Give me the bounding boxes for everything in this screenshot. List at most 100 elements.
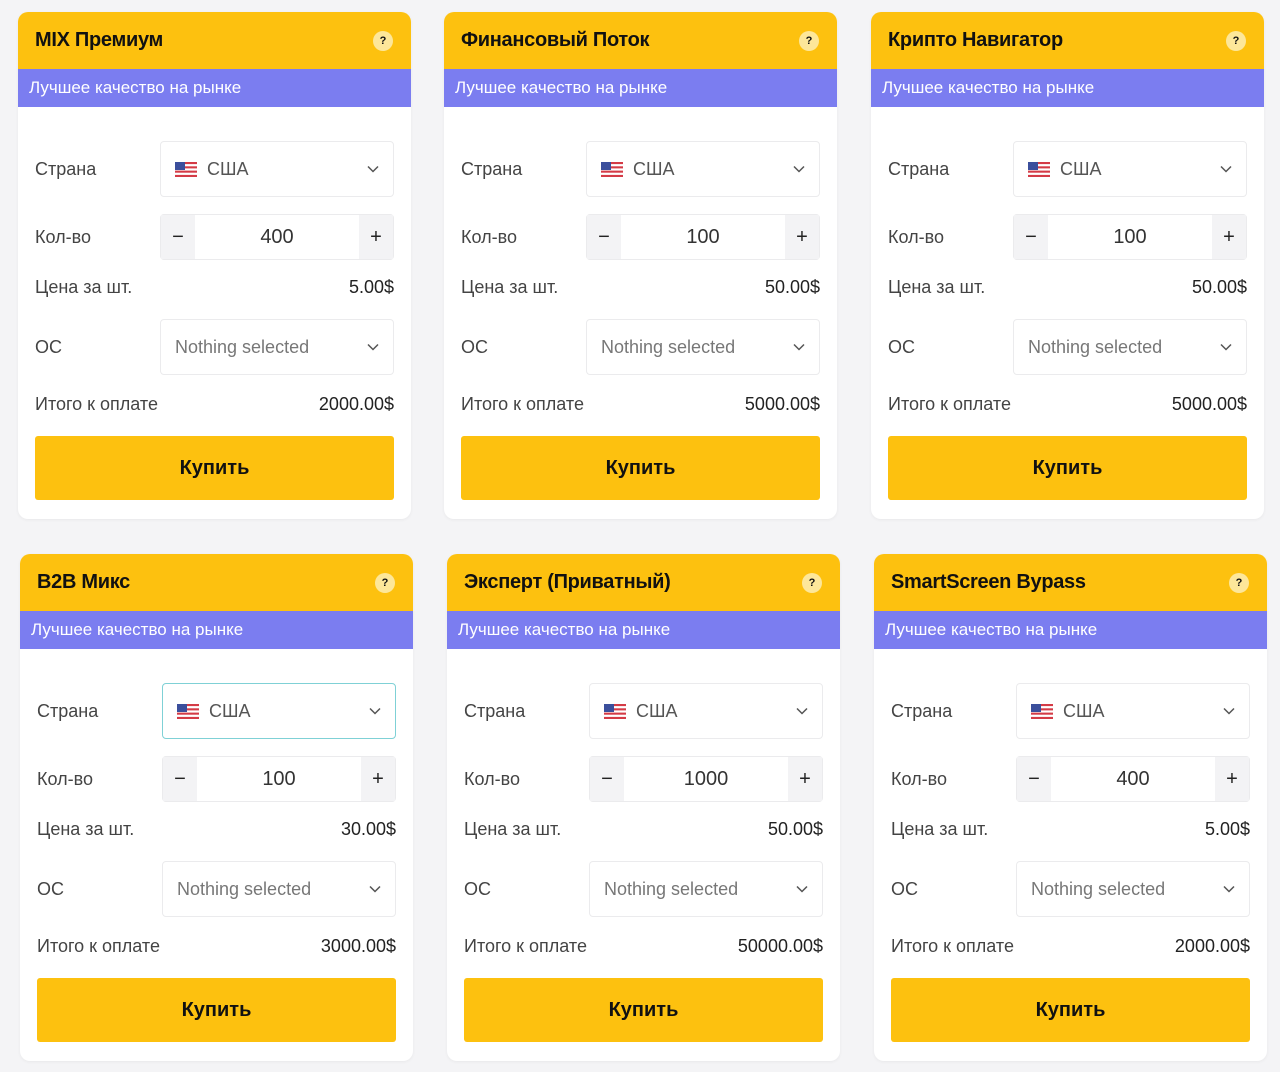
card-title: Финансовый Поток bbox=[461, 29, 650, 51]
decrement-button[interactable]: − bbox=[161, 215, 195, 259]
buy-button[interactable]: Купить bbox=[464, 978, 823, 1042]
chevron-down-icon bbox=[367, 343, 379, 351]
unit-price-value: 5.00$ bbox=[1204, 819, 1250, 839]
buy-button[interactable]: Купить bbox=[891, 978, 1250, 1042]
card-subtitle: Лучшее качество на рынке bbox=[874, 611, 1267, 649]
card-header: Крипто Навигатор ? bbox=[871, 12, 1264, 69]
total-row: Итого к оплате 2000.00$ bbox=[891, 936, 1250, 957]
us-flag-icon bbox=[175, 161, 197, 177]
os-select[interactable]: Nothing selected bbox=[589, 861, 823, 917]
unit-price-value: 50.00$ bbox=[1191, 277, 1247, 297]
us-flag-icon bbox=[1031, 703, 1053, 719]
quantity-row: Кол-во − 400 + bbox=[35, 214, 394, 260]
country-select[interactable]: США bbox=[1016, 683, 1250, 739]
us-flag-icon bbox=[604, 703, 626, 719]
increment-button[interactable]: + bbox=[1212, 215, 1246, 259]
country-label: Страна bbox=[891, 700, 953, 721]
total-row: Итого к оплате 50000.00$ bbox=[464, 936, 823, 957]
increment-button[interactable]: + bbox=[788, 757, 822, 801]
country-select[interactable]: США bbox=[589, 683, 823, 739]
os-select[interactable]: Nothing selected bbox=[162, 861, 396, 917]
increment-button[interactable]: + bbox=[785, 215, 819, 259]
os-value: Nothing selected bbox=[1031, 878, 1166, 899]
total-value: 50000.00$ bbox=[737, 936, 823, 956]
country-label: Страна bbox=[888, 158, 950, 179]
quantity-row: Кол-во − 100 + bbox=[461, 214, 820, 260]
quantity-input[interactable]: 100 bbox=[262, 767, 296, 790]
quantity-label: Кол-во bbox=[35, 226, 91, 247]
us-flag-icon bbox=[1028, 161, 1050, 177]
quantity-stepper: − 1000 + bbox=[589, 756, 823, 802]
country-select[interactable]: США bbox=[162, 683, 396, 739]
os-select[interactable]: Nothing selected bbox=[586, 319, 820, 375]
os-value: Nothing selected bbox=[175, 336, 310, 357]
country-select[interactable]: США bbox=[160, 141, 394, 197]
country-row: Страна США bbox=[37, 683, 396, 739]
quantity-input[interactable]: 100 bbox=[686, 225, 720, 248]
card-header: SmartScreen Bypass ? bbox=[874, 554, 1267, 611]
quantity-row: Кол-во − 400 + bbox=[891, 756, 1250, 802]
os-row: ОС Nothing selected bbox=[888, 319, 1247, 375]
unit-price-label: Цена за шт. bbox=[891, 819, 989, 839]
chevron-down-icon bbox=[793, 165, 805, 173]
help-icon[interactable]: ? bbox=[373, 30, 393, 51]
country-value: США bbox=[633, 158, 675, 179]
decrement-button[interactable]: − bbox=[163, 757, 197, 801]
total-row: Итого к оплате 3000.00$ bbox=[37, 936, 396, 957]
increment-button[interactable]: + bbox=[359, 215, 393, 259]
card-title: Крипто Навигатор bbox=[888, 29, 1063, 51]
country-value: США bbox=[1060, 158, 1102, 179]
country-label: Страна bbox=[35, 158, 97, 179]
os-label: ОС bbox=[37, 878, 64, 899]
os-row: ОС Nothing selected bbox=[35, 319, 394, 375]
increment-button[interactable]: + bbox=[1215, 757, 1249, 801]
buy-button[interactable]: Купить bbox=[35, 436, 394, 500]
os-value: Nothing selected bbox=[1028, 336, 1163, 357]
unit-price-value: 5.00$ bbox=[348, 277, 394, 297]
card-subtitle: Лучшее качество на рынке bbox=[20, 611, 413, 649]
decrement-button[interactable]: − bbox=[1014, 215, 1048, 259]
country-select[interactable]: США bbox=[1013, 141, 1247, 197]
country-select[interactable]: США bbox=[586, 141, 820, 197]
total-label: Итого к оплате bbox=[461, 394, 584, 414]
quantity-input[interactable]: 400 bbox=[1116, 767, 1150, 790]
quantity-label: Кол-во bbox=[37, 768, 93, 789]
os-value: Nothing selected bbox=[601, 336, 736, 357]
quantity-stepper: − 100 + bbox=[586, 214, 820, 260]
decrement-button[interactable]: − bbox=[1017, 757, 1051, 801]
chevron-down-icon bbox=[796, 885, 808, 893]
os-select[interactable]: Nothing selected bbox=[1016, 861, 1250, 917]
quantity-input[interactable]: 100 bbox=[1113, 225, 1147, 248]
help-icon[interactable]: ? bbox=[1229, 572, 1249, 593]
product-card: Финансовый Поток ? Лучшее качество на ры… bbox=[444, 12, 837, 519]
quantity-input[interactable]: 1000 bbox=[683, 767, 729, 790]
increment-button[interactable]: + bbox=[361, 757, 395, 801]
help-icon[interactable]: ? bbox=[1226, 30, 1246, 51]
unit-price-value: 30.00$ bbox=[340, 819, 396, 839]
buy-button[interactable]: Купить bbox=[37, 978, 396, 1042]
quantity-stepper: − 400 + bbox=[1016, 756, 1250, 802]
country-row: Страна США bbox=[35, 141, 394, 197]
decrement-button[interactable]: − bbox=[590, 757, 624, 801]
quantity-stepper: − 100 + bbox=[1013, 214, 1247, 260]
card-title: Эксперт (Приватный) bbox=[464, 571, 671, 593]
card-header: B2B Микс ? bbox=[20, 554, 413, 611]
quantity-row: Кол-во − 1000 + bbox=[464, 756, 823, 802]
buy-button[interactable]: Купить bbox=[461, 436, 820, 500]
help-icon[interactable]: ? bbox=[799, 30, 819, 51]
os-select[interactable]: Nothing selected bbox=[160, 319, 394, 375]
os-select[interactable]: Nothing selected bbox=[1013, 319, 1247, 375]
chevron-down-icon bbox=[369, 885, 381, 893]
help-icon[interactable]: ? bbox=[375, 572, 395, 593]
quantity-row: Кол-во − 100 + bbox=[37, 756, 396, 802]
quantity-input[interactable]: 400 bbox=[260, 225, 294, 248]
total-value: 2000.00$ bbox=[318, 394, 394, 414]
chevron-down-icon bbox=[1223, 885, 1235, 893]
product-card: SmartScreen Bypass ? Лучшее качество на … bbox=[874, 554, 1267, 1061]
total-label: Итого к оплате bbox=[464, 936, 587, 956]
country-row: Страна США bbox=[891, 683, 1250, 739]
os-value: Nothing selected bbox=[177, 878, 312, 899]
buy-button[interactable]: Купить bbox=[888, 436, 1247, 500]
decrement-button[interactable]: − bbox=[587, 215, 621, 259]
help-icon[interactable]: ? bbox=[802, 572, 822, 593]
